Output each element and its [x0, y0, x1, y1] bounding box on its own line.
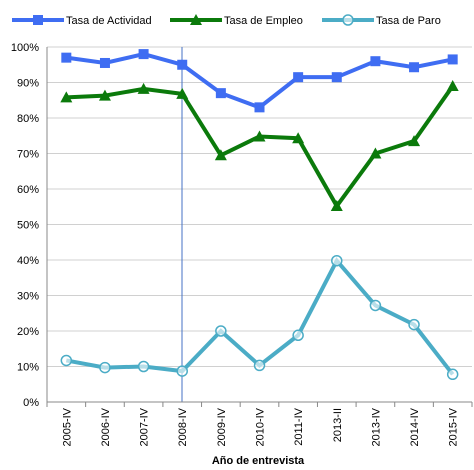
marker: [408, 135, 421, 147]
marker: [330, 200, 343, 212]
x-tick-label: 2015-IV: [448, 407, 460, 446]
series: [61, 49, 458, 113]
marker: [447, 54, 458, 65]
marker: [408, 318, 420, 331]
marker: [253, 359, 266, 372]
marker: [60, 354, 73, 367]
series: [60, 80, 459, 212]
marker: [331, 254, 343, 267]
x-tick-label: 2006-IV: [100, 407, 112, 446]
marker: [215, 88, 226, 99]
y-tick-label: 20%: [17, 326, 39, 338]
x-tick-label: 2010-IV: [255, 407, 267, 446]
marker: [370, 56, 381, 67]
y-tick-label: 80%: [17, 113, 39, 125]
x-tick-label: 2009-IV: [216, 407, 228, 446]
marker: [99, 361, 111, 374]
marker: [98, 89, 111, 101]
x-tick-label: 2011-IV: [293, 407, 305, 445]
marker: [292, 329, 304, 342]
marker: [60, 91, 73, 103]
x-tick-label: 2013-II: [332, 408, 344, 442]
marker: [33, 15, 43, 25]
x-tick-label: 2007-IV: [139, 407, 151, 446]
y-tick-label: 100%: [11, 42, 39, 54]
marker: [137, 82, 150, 94]
marker: [446, 368, 459, 381]
x-tick-label: 2014-IV: [409, 407, 421, 446]
legend-label: Tasa de Empleo: [224, 15, 303, 27]
y-tick-label: 70%: [17, 149, 39, 161]
marker: [342, 14, 354, 26]
marker: [253, 130, 266, 142]
x-tick-label: 2013-IV: [370, 407, 382, 446]
marker: [176, 365, 188, 377]
y-tick-label: 50%: [17, 220, 39, 232]
y-tick-label: 40%: [17, 255, 39, 267]
marker: [293, 72, 304, 83]
y-tick-label: 10%: [17, 362, 39, 374]
marker: [369, 299, 382, 312]
marker: [177, 59, 188, 70]
x-tick-label: 2005-IV: [61, 407, 73, 446]
x-tick-label: 2008-IV: [177, 407, 189, 446]
marker: [138, 49, 149, 60]
marker: [99, 57, 110, 68]
legend-label: Tasa de Actividad: [66, 15, 152, 27]
legend-label: Tasa de Paro: [376, 15, 441, 27]
y-tick-label: 30%: [17, 291, 39, 303]
marker: [409, 62, 420, 73]
y-tick-label: 90%: [17, 78, 39, 90]
marker: [215, 325, 227, 337]
y-tick-label: 60%: [17, 184, 39, 196]
marker: [176, 87, 189, 99]
marker: [369, 147, 382, 159]
marker: [137, 360, 150, 373]
marker: [214, 149, 227, 161]
marker: [331, 72, 342, 83]
line: [66, 52, 454, 110]
line: [65, 257, 455, 376]
y-tick-label: 0%: [23, 397, 39, 409]
marker: [446, 80, 459, 92]
x-axis-title: Año de entrevista: [212, 455, 305, 467]
marker: [61, 52, 72, 63]
series: [60, 254, 459, 381]
marker: [292, 132, 305, 144]
marker: [190, 14, 202, 25]
marker: [254, 102, 265, 113]
